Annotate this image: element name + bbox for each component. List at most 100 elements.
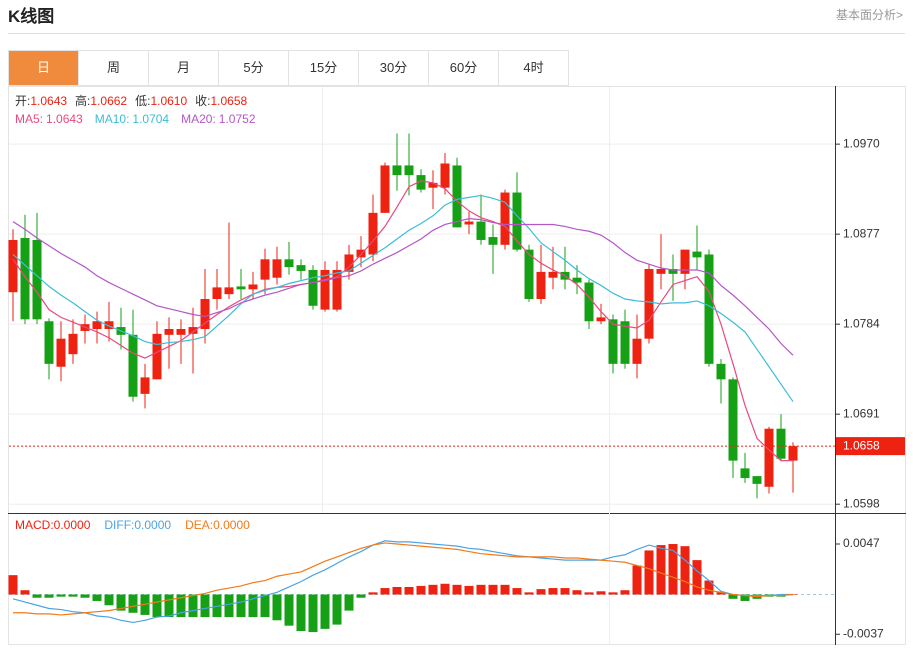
macd-bar [128, 594, 138, 613]
candle-body [380, 165, 390, 213]
candle-body [344, 254, 354, 272]
last-price-label: 1.0658 [843, 438, 880, 452]
candle-body [668, 268, 678, 274]
period-tabs: 日周月 5分 15分 30分 60分 4时 [8, 50, 569, 86]
period-tab[interactable]: 30分 [359, 51, 429, 85]
legend-value: 0.0000 [134, 518, 171, 532]
macd-bar [644, 550, 654, 595]
candle-body [308, 269, 318, 306]
macd-bar [584, 592, 594, 595]
macd-bar [668, 544, 678, 595]
candle-body [548, 271, 558, 278]
candle-body [728, 379, 738, 461]
macd-bar [560, 588, 570, 595]
candle-body [584, 282, 594, 322]
candle-body [404, 165, 414, 176]
legend-name: MACD: [15, 518, 54, 532]
ohlc-name: 低: [135, 94, 150, 108]
y-tick-label: -0.0037 [843, 626, 884, 640]
candle-body [20, 238, 30, 320]
macd-bar [680, 546, 690, 595]
macd-bar [80, 594, 90, 598]
period-tab[interactable]: 日 [9, 51, 79, 85]
macd-bar [152, 594, 162, 618]
y-tick-label: 1.0970 [843, 136, 880, 150]
candle-body [752, 476, 762, 484]
macd-bar [440, 583, 450, 595]
ohlc-name: 收: [195, 94, 210, 108]
candle-body [452, 165, 462, 228]
fundamental-link[interactable]: 基本面分析> [835, 8, 903, 22]
candle-body [188, 327, 198, 334]
macd-bar [116, 594, 126, 611]
macd-bar [536, 589, 546, 595]
candle-body [476, 221, 486, 240]
last-price-tag [836, 437, 905, 456]
macd-bar [608, 592, 618, 595]
macd-bar [452, 584, 462, 595]
ohlc-value: 1.0658 [210, 94, 247, 108]
ohlc-name: 开: [15, 94, 30, 108]
candle-body [44, 321, 54, 364]
period-tab[interactable]: 5分 [219, 51, 289, 85]
candle-body [68, 333, 78, 355]
macd-bar [416, 585, 426, 595]
chart-frame [8, 86, 906, 645]
candle-body [716, 363, 726, 380]
candle-body [392, 165, 402, 176]
period-tab[interactable]: 周 [79, 51, 149, 85]
candle-body [284, 259, 294, 268]
period-tab[interactable]: 4时 [499, 51, 569, 85]
candle-body [464, 221, 474, 225]
macd-bar [512, 588, 522, 595]
ohlc-name: 高: [75, 93, 90, 108]
period-tab[interactable]: 15分 [289, 51, 359, 85]
candle-body [212, 287, 222, 299]
candle-body [500, 192, 510, 245]
candle-body [620, 321, 630, 364]
macd-bar [524, 592, 534, 595]
macd-bar [20, 590, 30, 595]
page-title: K线图 [8, 7, 55, 26]
legend-value: 1.0704 [132, 112, 169, 126]
macd-bar [476, 584, 486, 595]
candle-body [704, 254, 714, 364]
macd-bar [164, 594, 174, 618]
macd-bar [368, 592, 378, 595]
macd-line [12, 540, 793, 624]
ohlc-value: 1.0662 [90, 94, 127, 108]
ohlc-value: 1.0610 [150, 94, 187, 108]
candle-body [128, 334, 138, 397]
macd-bar [704, 580, 714, 595]
macd-bar [344, 594, 354, 611]
candle-body [644, 268, 654, 339]
macd-bar [56, 594, 66, 597]
macd-bar [716, 592, 726, 595]
candle-body [248, 284, 258, 290]
macd-bar [428, 584, 438, 595]
macd-bar [740, 594, 750, 601]
period-tab[interactable]: 60分 [429, 51, 499, 85]
macd-bar [356, 594, 366, 598]
period-tab[interactable]: 月 [149, 51, 219, 85]
macd-bar [572, 590, 582, 595]
candle-body [272, 259, 282, 278]
ma-line [12, 180, 793, 462]
legend-name: MA10: [95, 112, 130, 126]
candle-body [176, 329, 186, 335]
candle-body [332, 269, 342, 310]
legend-name: MA20: [181, 112, 216, 126]
y-tick-label: 1.0691 [843, 406, 880, 420]
macd-bar [548, 588, 558, 595]
macd-bar [284, 594, 294, 626]
ohlc-value: 1.0643 [30, 94, 67, 108]
candle-body [320, 269, 330, 310]
candle-body [740, 468, 750, 479]
legend-name: MA5: [15, 112, 43, 126]
macd-line [13, 542, 794, 616]
macd-bar [308, 594, 318, 633]
candle-body [776, 428, 786, 459]
candle-body [164, 329, 174, 335]
candle-body [524, 249, 534, 299]
